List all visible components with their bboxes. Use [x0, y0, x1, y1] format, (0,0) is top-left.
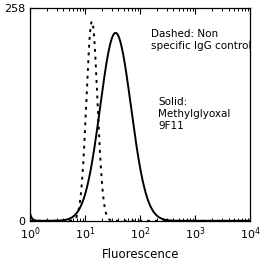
Text: Solid:
Methylglyoxal
9F11: Solid: Methylglyoxal 9F11: [158, 98, 230, 131]
Text: Dashed: Non
specific IgG control: Dashed: Non specific IgG control: [151, 29, 252, 51]
X-axis label: Fluorescence: Fluorescence: [101, 248, 179, 261]
